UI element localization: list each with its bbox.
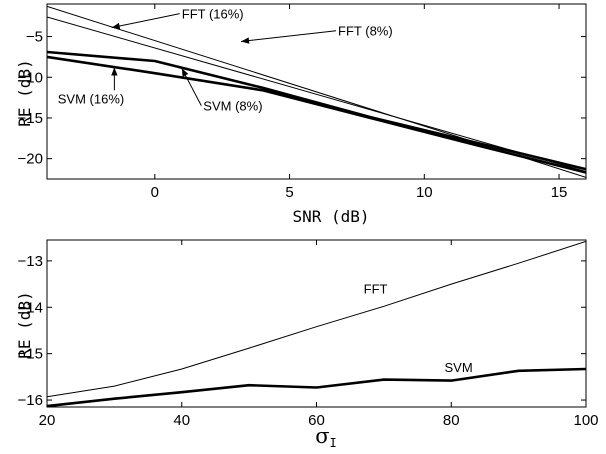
x-tick-label: 80 <box>443 412 460 429</box>
x-tick-label: 20 <box>39 412 56 429</box>
x-tick-label: 15 <box>551 184 568 201</box>
annotation-arrow-head <box>241 37 250 44</box>
plot-frame <box>46 3 587 180</box>
top-y-axis-label: RE (dB) <box>15 59 34 126</box>
series-line-svm-16 <box>47 55 586 174</box>
series-annotation-label: FFT (8%) <box>338 24 393 39</box>
bottom-chart: RE (dB) σI 20 40 60 80 100 −13 −14 −15 −16 FFT SVM <box>15 239 599 450</box>
y-tick-label: −13 <box>18 253 43 270</box>
series-annotation-label: SVM (16%) <box>58 91 124 106</box>
x-tick-label: 10 <box>416 184 433 201</box>
series-line-fft-8 <box>47 16 586 173</box>
y-tick-label: −20 <box>18 151 43 168</box>
y-tick-label: −10 <box>18 69 43 86</box>
y-tick-label: −14 <box>18 299 43 316</box>
top-x-axis-label: SNR (dB) <box>292 207 369 226</box>
annotation-arrow-head <box>181 68 189 77</box>
sigma-subscript: I <box>330 436 337 450</box>
x-tick-label: 60 <box>308 412 325 429</box>
sigma-symbol: σ <box>315 424 329 448</box>
y-tick-label: −16 <box>18 392 43 409</box>
series-annotation-label: FFT <box>364 281 388 296</box>
series-annotation-label: SVM <box>445 360 473 375</box>
series-line-svm <box>47 367 586 407</box>
annotation-arrow-head <box>111 67 118 76</box>
x-tick-label: 0 <box>151 184 159 201</box>
y-tick-label: −15 <box>18 110 43 127</box>
series-annotation-label: FFT (16%) <box>182 7 244 22</box>
x-tick-label: 100 <box>573 412 598 429</box>
bottom-x-axis-label: σI <box>315 424 337 450</box>
series-annotation-label: SVM (8%) <box>203 99 262 114</box>
series-line-fft <box>47 240 586 398</box>
y-tick-label: −15 <box>18 346 43 363</box>
series-group <box>47 240 586 407</box>
plot-frame <box>46 239 587 408</box>
bottom-y-axis-label: RE (dB) <box>15 291 34 358</box>
series-line-svm-8 <box>47 50 586 171</box>
series-group <box>47 5 586 178</box>
annotation-arrow-head <box>111 22 121 30</box>
top-chart: RE (dB) SNR (dB) 0 5 10 15 −5 −10 −15 −20 FFT (1… <box>15 3 587 226</box>
annotation-arrow-line <box>111 13 180 29</box>
x-tick-label: 40 <box>173 412 190 429</box>
y-tick-label: −5 <box>26 29 43 46</box>
x-tick-label: 5 <box>285 184 293 201</box>
annotation-arrow-line <box>240 30 337 42</box>
